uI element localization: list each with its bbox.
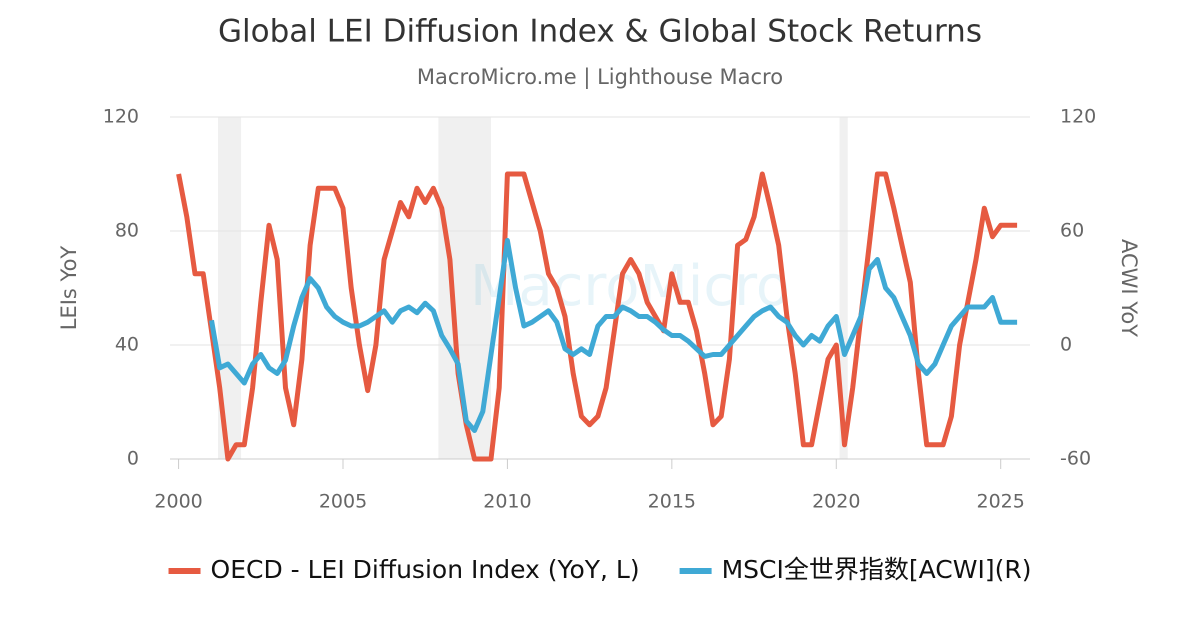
legend: OECD - LEI Diffusion Index (YoY, L) MSCI全…: [168, 555, 1032, 584]
x-tick-label: 2015: [648, 491, 696, 513]
y2-tick-label: 120: [1060, 106, 1096, 128]
legend-label: OECD - LEI Diffusion Index (YoY, L): [211, 555, 640, 584]
y2-axis-title: ACWI YoY: [1117, 239, 1141, 337]
x-tick-label: 2005: [319, 491, 367, 513]
x-tick-label: 2025: [977, 491, 1025, 513]
y-tick-label: 80: [115, 220, 139, 242]
chart-subtitle: MacroMicro.me | Lighthouse Macro: [417, 65, 783, 90]
shaded-period: [839, 117, 848, 459]
series-line: [209, 238, 1018, 433]
y2-tick-label: -60: [1060, 448, 1091, 470]
y2-tick-label: 0: [1060, 334, 1072, 356]
y-tick-label: 0: [127, 448, 139, 470]
series-line: [176, 171, 1018, 462]
x-tick-label: 2010: [483, 491, 531, 513]
y-tick-label: 40: [115, 334, 139, 356]
chart-title: Global LEI Diffusion Index & Global Stoc…: [218, 14, 982, 50]
legend-label: MSCI全世界指数[ACWI](R): [722, 555, 1032, 584]
y2-tick-label: 60: [1060, 220, 1084, 242]
x-tick-label: 2020: [812, 491, 860, 513]
y-axis-title: LEIs YoY: [57, 246, 81, 331]
y-tick-label: 120: [103, 106, 139, 128]
x-tick-label: 2000: [154, 491, 202, 513]
